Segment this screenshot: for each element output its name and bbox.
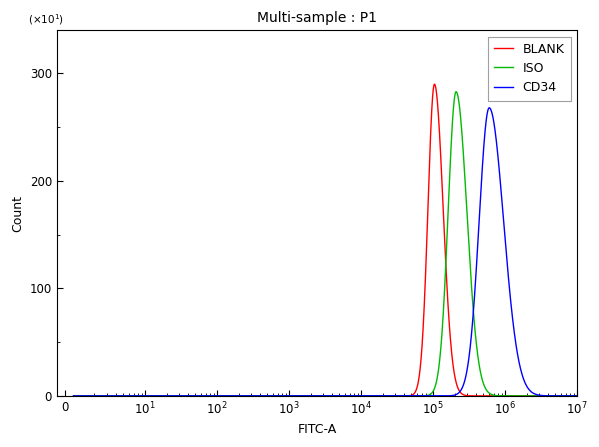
X-axis label: FITC-A: FITC-A (297, 423, 337, 436)
BLANK (70, 393, 77, 399)
CD34 (588, 393, 595, 399)
CD34 (486, 105, 493, 110)
CD34 (70, 393, 77, 399)
Title: Multi-sample : P1: Multi-sample : P1 (257, 11, 377, 25)
BLANK (482, 393, 489, 399)
CD34 (96, 393, 103, 399)
CD34 (376, 393, 383, 399)
BLANK (376, 393, 383, 399)
Y-axis label: Count: Count (11, 194, 24, 232)
Legend: BLANK, ISO, CD34: BLANK, ISO, CD34 (488, 37, 571, 101)
CD34 (399, 393, 406, 399)
ISO (376, 393, 383, 399)
ISO (452, 89, 459, 94)
ISO (588, 393, 595, 399)
CD34 (482, 127, 489, 133)
Line: ISO: ISO (74, 92, 591, 396)
BLANK (96, 393, 103, 399)
ISO (258, 393, 265, 399)
BLANK (588, 393, 595, 399)
CD34 (454, 391, 461, 396)
ISO (399, 393, 406, 399)
Text: $(\times 10^1)$: $(\times 10^1)$ (28, 12, 64, 27)
CD34 (258, 393, 265, 399)
BLANK (399, 393, 406, 399)
ISO (96, 393, 103, 399)
BLANK (454, 384, 461, 390)
ISO (454, 92, 461, 97)
ISO (70, 393, 77, 399)
BLANK (431, 81, 438, 87)
Line: BLANK: BLANK (74, 84, 591, 396)
BLANK (258, 393, 265, 399)
Line: CD34: CD34 (74, 108, 591, 396)
ISO (482, 385, 489, 391)
